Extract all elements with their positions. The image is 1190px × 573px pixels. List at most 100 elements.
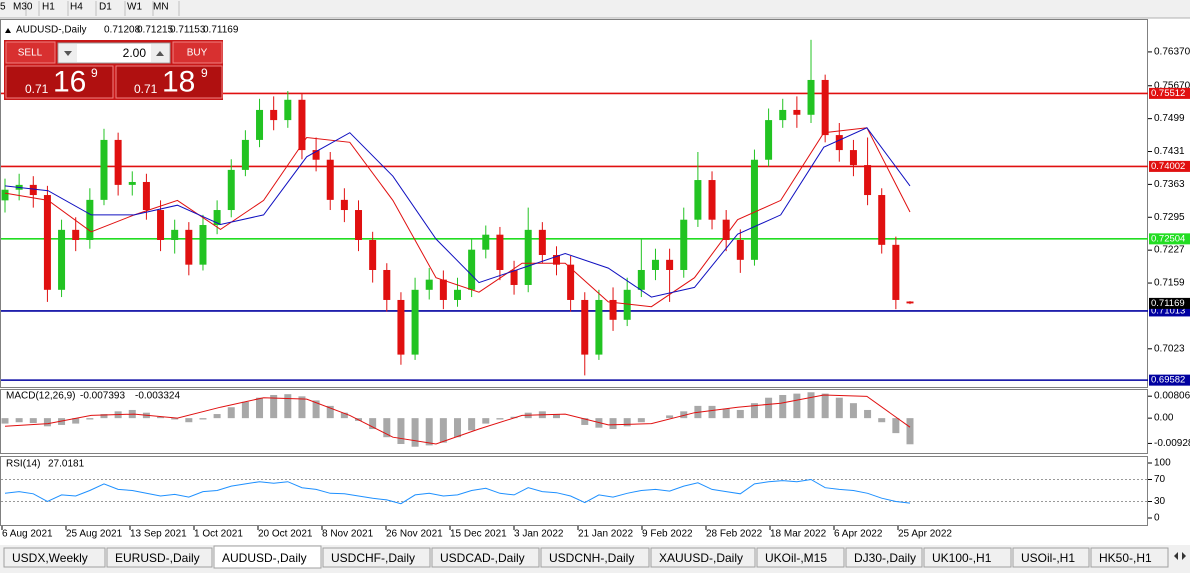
tab[interactable]: [322, 547, 431, 568]
sell-price-box[interactable]: [5, 65, 114, 99]
candle-body: [765, 120, 773, 160]
buy-label: BUY: [187, 48, 208, 59]
x-tick-label: 26 Nov 2021: [386, 529, 443, 540]
level-label-bg: [1149, 233, 1190, 245]
level-label: 0.72504: [1151, 233, 1185, 244]
timeframe-button[interactable]: H4: [70, 2, 83, 13]
macd-bar: [157, 416, 165, 419]
macd-signal: [4, 394, 911, 445]
candle-body: [567, 264, 575, 300]
timeframe-button[interactable]: MN: [153, 2, 169, 13]
header-value: -0.007393: [80, 391, 125, 402]
candle-body: [142, 181, 150, 211]
macd-bar: [15, 418, 23, 423]
tab[interactable]: [923, 547, 1012, 568]
tab[interactable]: [431, 547, 540, 568]
buy-button[interactable]: [172, 41, 223, 64]
candle-body: [496, 234, 504, 270]
tab-label: XAUUSD-,Daily: [659, 551, 743, 565]
candle-body: [43, 195, 51, 290]
candle-body: [595, 299, 603, 355]
candle-body: [157, 210, 165, 241]
macd-bar: [807, 392, 815, 419]
candle-body: [227, 169, 235, 211]
tab[interactable]: [845, 547, 923, 568]
macd-bar: [637, 418, 645, 423]
tab-scroll[interactable]: [1174, 552, 1186, 560]
header-value: 0.71153: [170, 25, 206, 36]
level-label: 0.74002: [1151, 161, 1185, 172]
timeframe-button[interactable]: D1: [99, 2, 112, 13]
candle-body: [58, 229, 66, 290]
tab[interactable]: [1090, 547, 1169, 568]
tab[interactable]: [1012, 547, 1090, 568]
candle-body: [439, 279, 447, 300]
macd-bar: [779, 394, 787, 419]
macd-bar: [849, 403, 857, 419]
candle-body: [722, 219, 730, 241]
tab[interactable]: [3, 547, 106, 568]
macd-bar: [482, 418, 490, 424]
candle-body: [171, 229, 179, 241]
timeframe-button[interactable]: M30: [13, 2, 33, 13]
macd-bar: [864, 409, 872, 419]
timeframe-button[interactable]: H1: [42, 2, 55, 13]
candle-body: [185, 229, 193, 265]
sell-price-pip: 9: [91, 66, 98, 80]
level-label: 0.71013: [1151, 305, 1185, 316]
macd-bar: [552, 414, 560, 419]
candle-body: [340, 199, 348, 211]
volume-box[interactable]: [57, 42, 171, 64]
candle-body: [906, 301, 914, 304]
candle-body: [637, 269, 645, 290]
timeframe-button[interactable]: W1: [127, 2, 142, 13]
volume-value: 2.00: [123, 46, 147, 60]
buy-price-big: 18: [162, 66, 195, 99]
candle-body: [213, 210, 221, 226]
candle-body: [552, 254, 560, 265]
buy-price-box[interactable]: [115, 65, 223, 99]
candle-body: [468, 249, 476, 290]
sell-button[interactable]: [5, 41, 56, 64]
macd-bar: [722, 408, 730, 419]
tab-label: DJ30-,Daily: [854, 551, 916, 565]
x-tick-label: 20 Oct 2021: [258, 529, 313, 540]
candle-body: [284, 99, 292, 121]
y-tick-label: 30: [1154, 496, 1166, 507]
header-value: -0.003324: [135, 391, 180, 402]
candle-body: [369, 240, 377, 270]
x-tick-label: 3 Jan 2022: [514, 529, 564, 540]
macd-bar: [86, 418, 94, 420]
tab-label: USDX,Weekly: [12, 551, 88, 565]
candle-body: [779, 109, 787, 121]
y-tick-label: 0.7023: [1154, 343, 1185, 354]
tab-label: USDCAD-,Daily: [440, 551, 525, 565]
macd-bar: [793, 393, 801, 419]
macd-bar: [43, 418, 51, 427]
volume-down-icon: [64, 51, 72, 56]
y-tick-label: 0.7363: [1154, 179, 1185, 190]
header-value: 27.0181: [48, 459, 85, 470]
candle-body: [609, 299, 617, 320]
tab[interactable]: [650, 547, 756, 568]
candle-body: [821, 79, 829, 136]
macd-bar: [326, 405, 334, 419]
candle-body: [86, 199, 94, 241]
sell-label: SELL: [18, 48, 43, 59]
macd-bar: [340, 412, 348, 419]
macd-bar: [185, 418, 193, 423]
level-label-bg: [1149, 87, 1190, 99]
tab[interactable]: [106, 547, 213, 568]
timeframe-button[interactable]: 5: [0, 2, 6, 13]
tab[interactable]: [540, 547, 650, 568]
candle-body: [651, 259, 659, 270]
candle-body: [581, 299, 589, 355]
y-tick-label: 0.7431: [1154, 146, 1185, 157]
tab[interactable]: [213, 545, 322, 569]
macd-bar: [666, 415, 674, 419]
tab[interactable]: [756, 547, 845, 568]
x-tick-label: 15 Dec 2021: [450, 529, 507, 540]
collapse-icon[interactable]: [5, 28, 11, 33]
